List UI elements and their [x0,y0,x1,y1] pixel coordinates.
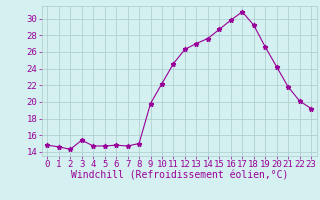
X-axis label: Windchill (Refroidissement éolien,°C): Windchill (Refroidissement éolien,°C) [70,171,288,181]
